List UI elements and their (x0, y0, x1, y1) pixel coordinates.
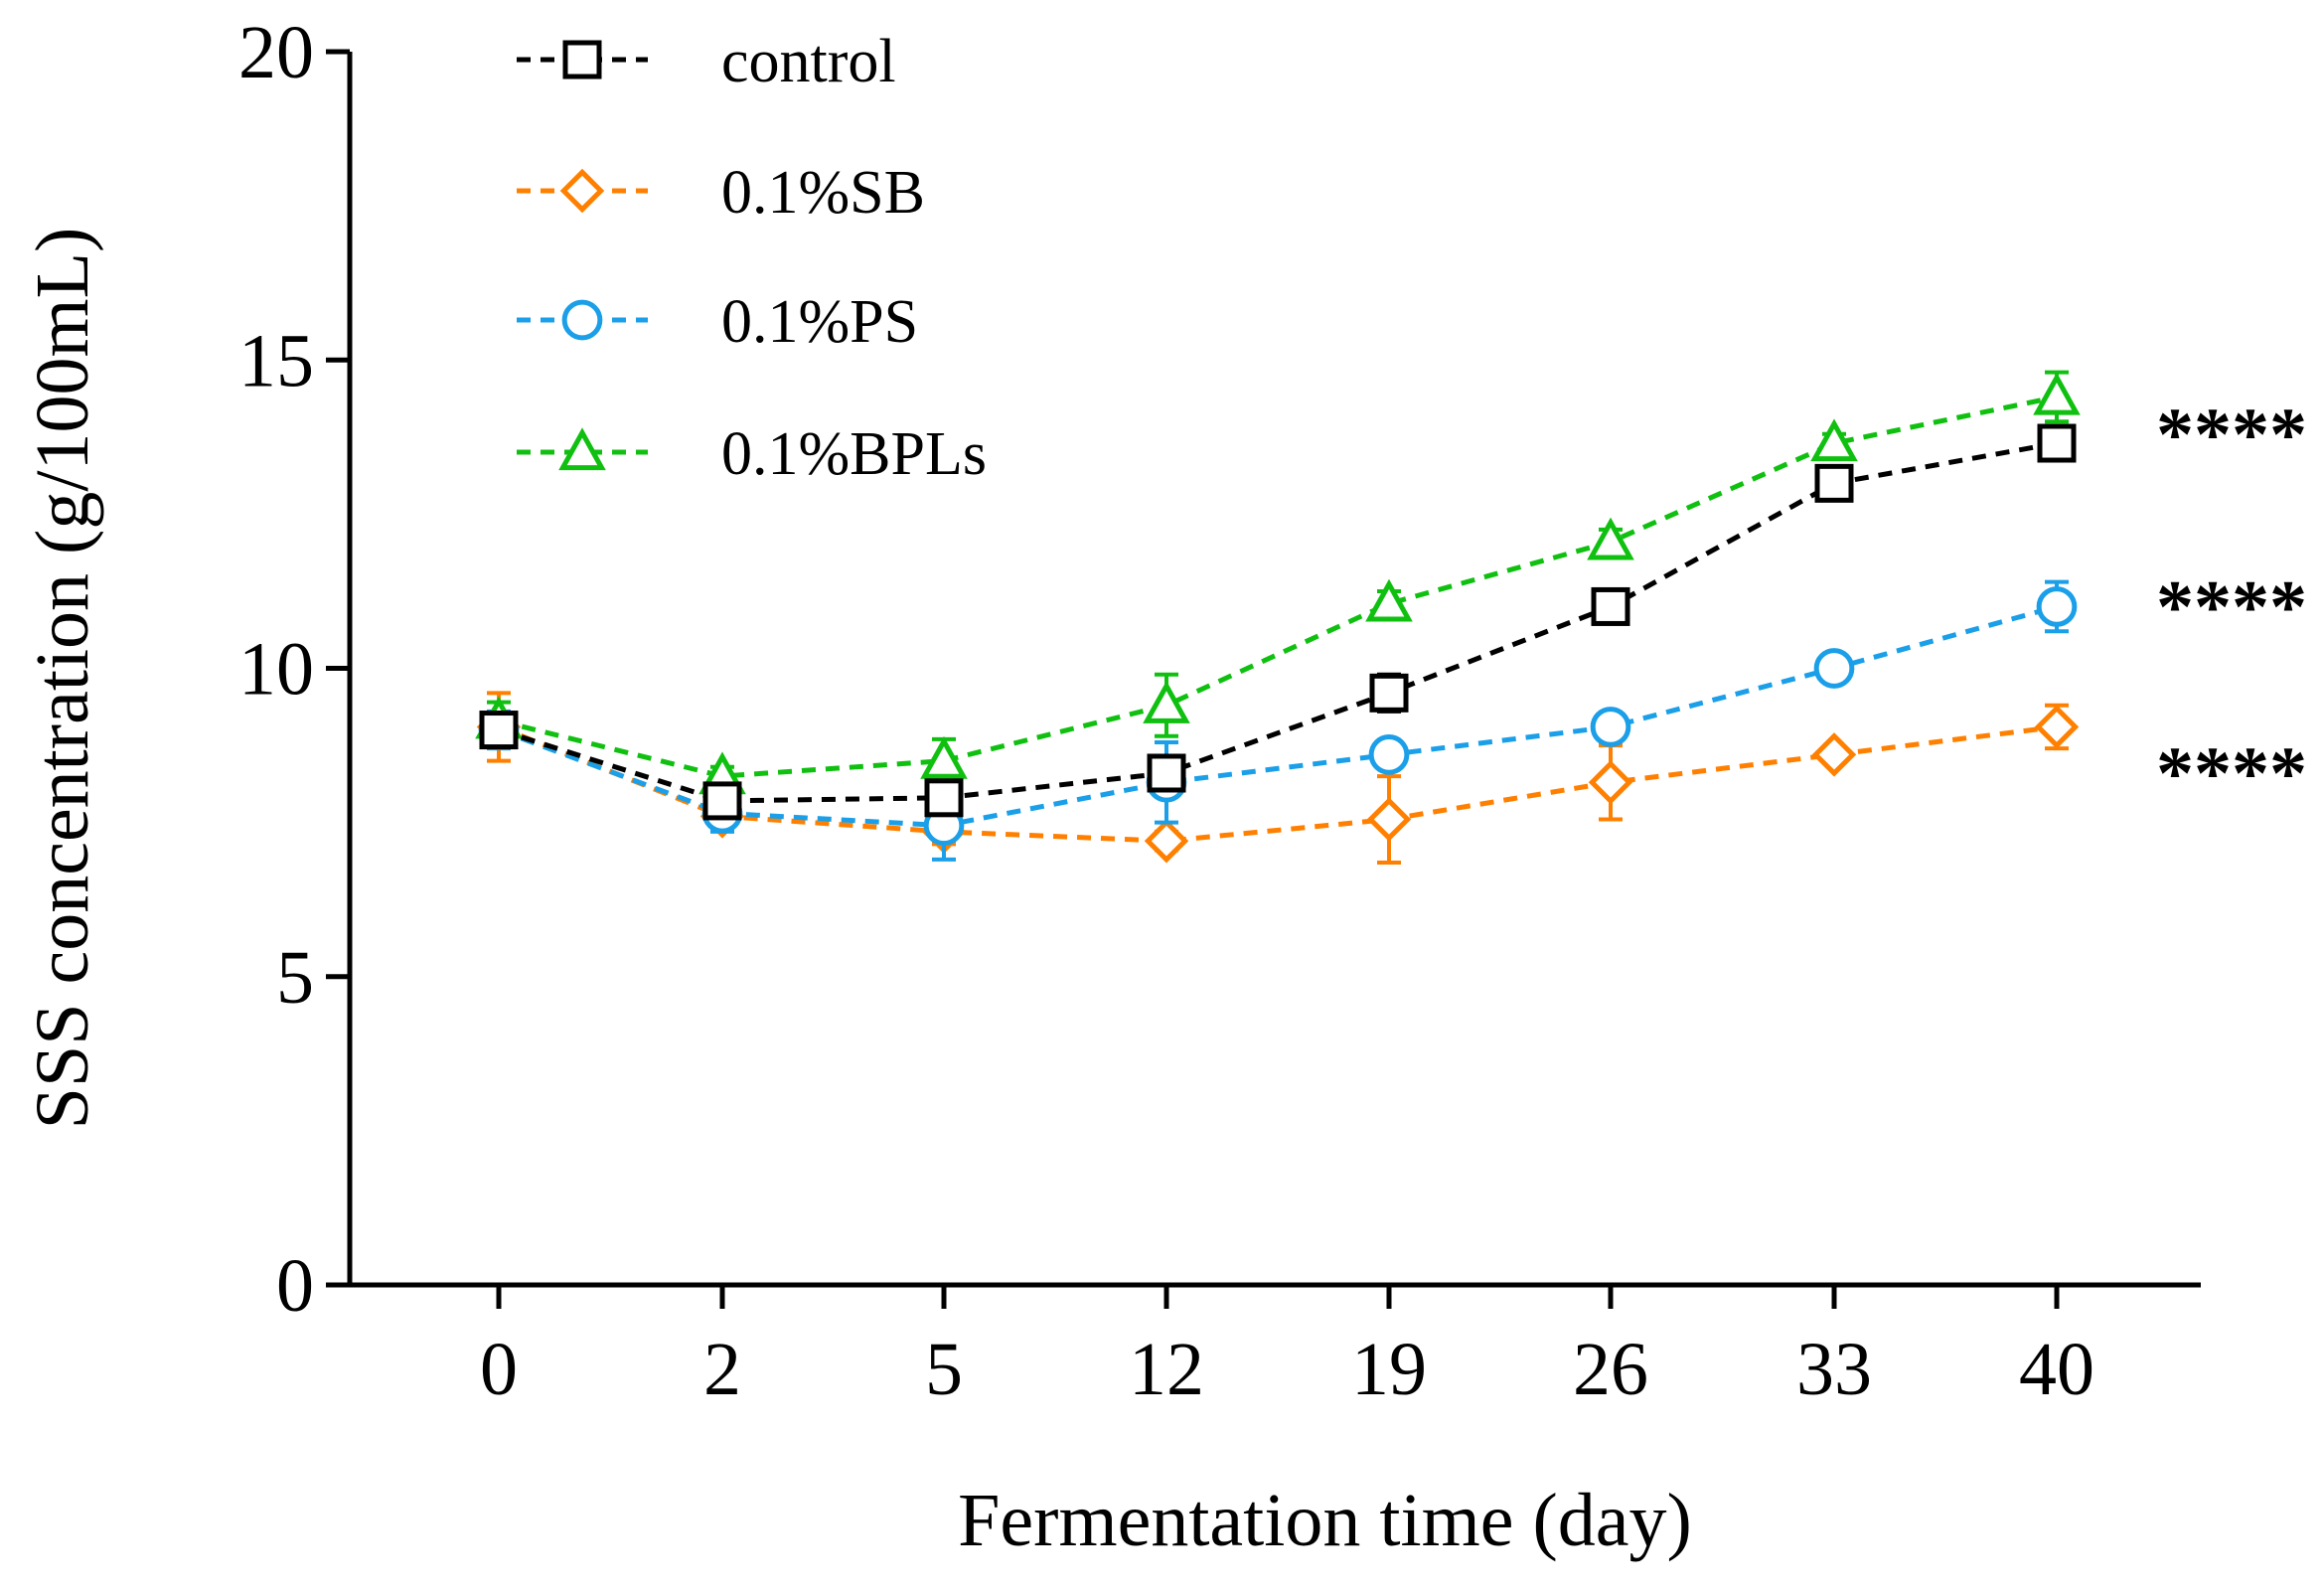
legend-marker (558, 427, 606, 471)
x-tick-label: 40 (2019, 1328, 2094, 1411)
legend-item: control (517, 28, 896, 95)
data-point (1369, 673, 1409, 713)
legend-label: 0.1%SB (721, 159, 925, 227)
plot-area (475, 370, 2081, 865)
legend-label: control (721, 28, 896, 95)
x-axis-ticks: 0 2 5 12 19 26 33 40 (480, 1285, 2094, 1411)
series-0.1%BPLs (475, 370, 2081, 795)
y-tick-label: 10 (238, 628, 314, 712)
series-line (498, 440, 2058, 804)
data-point (1143, 681, 1190, 723)
data-point (1368, 734, 1410, 775)
y-tick-label: 20 (238, 11, 314, 94)
data-point (2036, 586, 2078, 627)
data-point (2037, 423, 2077, 463)
x-tick-label: 33 (1796, 1328, 1872, 1411)
data-point (1588, 760, 1633, 805)
data-point (1591, 586, 1630, 626)
x-tick-label: 19 (1351, 1328, 1427, 1411)
legend-label: 0.1%BPLs (721, 420, 987, 488)
legend-item: 0.1%BPLs (517, 420, 987, 488)
data-point (1144, 819, 1189, 864)
data-point (479, 711, 519, 750)
legend-label: 0.1%PS (721, 288, 918, 356)
data-point (1590, 707, 1631, 747)
data-point (2033, 372, 2081, 415)
legend-marker (562, 40, 602, 80)
x-tick-label: 0 (480, 1328, 518, 1411)
significance-label: **** (2156, 393, 2307, 476)
data-point (1811, 732, 1857, 777)
legend-marker (559, 168, 605, 214)
x-tick-label: 5 (925, 1328, 963, 1411)
data-point (1814, 463, 1854, 503)
legend: control 0.1%SB 0.1%PS 0.1%BPLs (517, 28, 987, 488)
significance-annotations: **** **** **** (2156, 393, 2307, 815)
data-point (2034, 705, 2080, 749)
series-layer (475, 370, 2081, 865)
data-point (1810, 418, 1858, 462)
data-point (702, 781, 742, 821)
series-line (498, 395, 2058, 779)
data-point (920, 735, 968, 779)
y-tick-label: 15 (238, 319, 314, 402)
legend-item: 0.1%SB (517, 159, 925, 227)
data-point (1366, 797, 1412, 842)
series-line (498, 723, 2058, 844)
y-axis-ticks: 0 5 10 15 20 (238, 11, 350, 1328)
legend-marker (561, 299, 603, 341)
data-point (1587, 517, 1634, 560)
data-point (1813, 648, 1855, 689)
x-tick-label: 2 (703, 1328, 741, 1411)
y-axis-title: SSS concentration (g/100mL) (21, 228, 104, 1130)
x-tick-label: 12 (1129, 1328, 1204, 1411)
series-line (498, 604, 2058, 829)
data-point (924, 778, 964, 818)
significance-label: **** (2156, 565, 2307, 649)
x-axis-title: Fermentation time (day) (958, 1479, 1692, 1562)
data-point (1147, 753, 1186, 793)
significance-label: **** (2156, 732, 2307, 816)
x-tick-label: 26 (1573, 1328, 1648, 1411)
y-tick-label: 0 (276, 1244, 314, 1328)
legend-item: 0.1%PS (517, 288, 918, 356)
series-control (479, 423, 2077, 821)
y-tick-label: 5 (276, 936, 314, 1020)
data-point (1365, 578, 1413, 622)
